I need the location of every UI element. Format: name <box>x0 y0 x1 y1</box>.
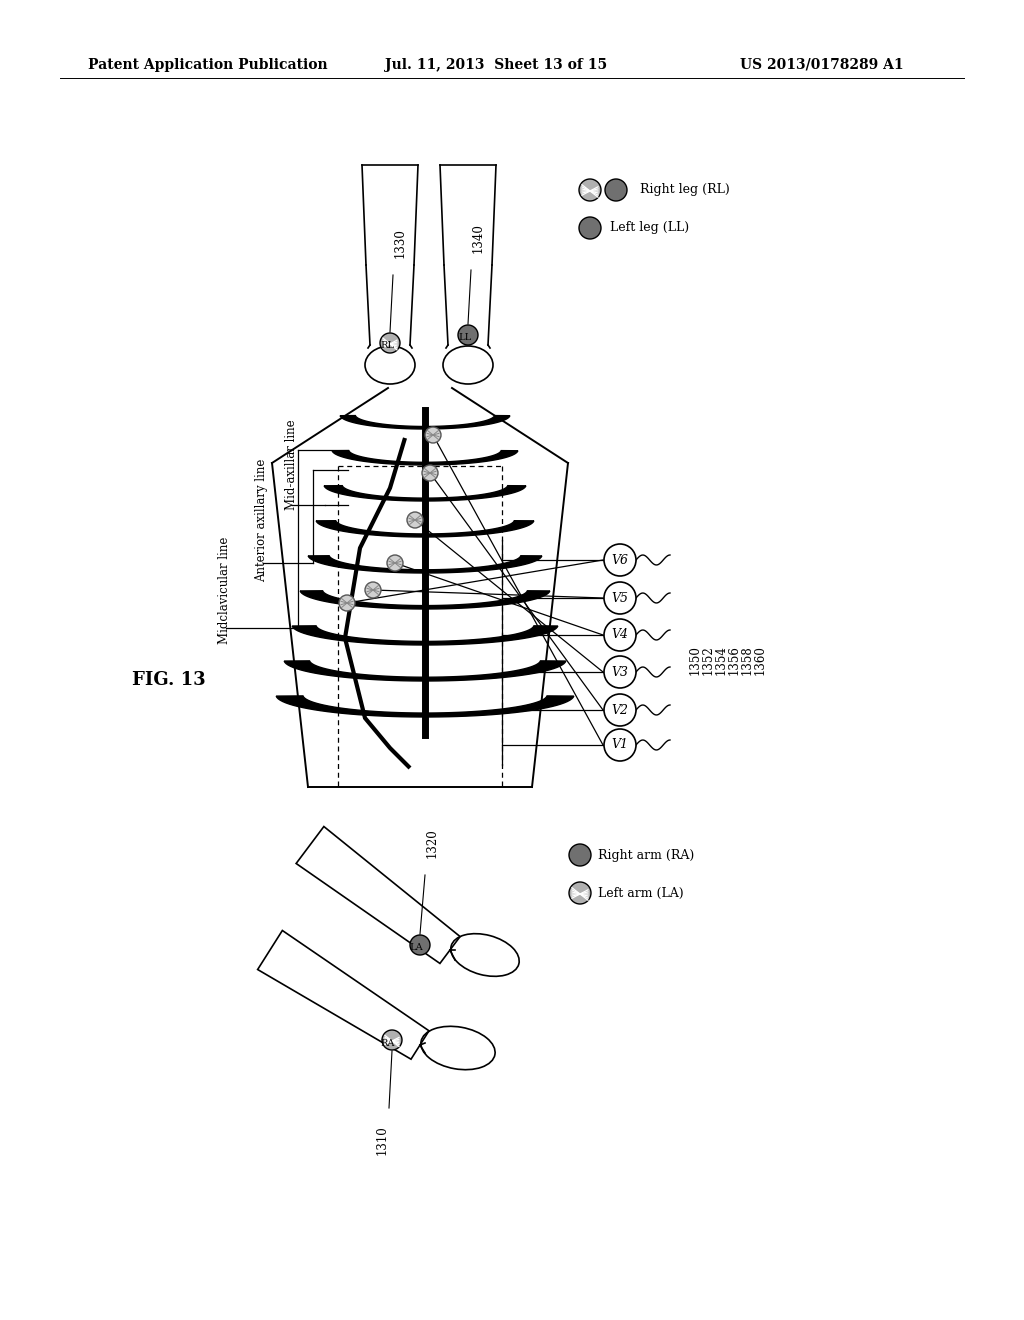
Text: LL: LL <box>459 334 472 342</box>
Text: Mid-axillar line: Mid-axillar line <box>285 420 298 511</box>
Circle shape <box>407 512 423 528</box>
Polygon shape <box>276 696 573 717</box>
Text: V5: V5 <box>611 591 629 605</box>
Text: Patent Application Publication: Patent Application Publication <box>88 58 328 73</box>
Text: US 2013/0178289 A1: US 2013/0178289 A1 <box>740 58 903 73</box>
Text: 1356: 1356 <box>727 645 740 675</box>
Circle shape <box>604 656 636 688</box>
Text: LA: LA <box>410 944 423 953</box>
Polygon shape <box>316 520 534 537</box>
Circle shape <box>382 1030 402 1049</box>
Polygon shape <box>332 450 518 465</box>
Text: V1: V1 <box>611 738 629 751</box>
Circle shape <box>387 554 403 572</box>
Circle shape <box>579 180 601 201</box>
Text: Right arm (RA): Right arm (RA) <box>598 849 694 862</box>
Circle shape <box>579 216 601 239</box>
Circle shape <box>604 729 636 762</box>
Circle shape <box>380 333 400 352</box>
Text: Left arm (LA): Left arm (LA) <box>598 887 684 899</box>
Text: 1354: 1354 <box>715 645 727 675</box>
Text: V3: V3 <box>611 665 629 678</box>
Text: Jul. 11, 2013  Sheet 13 of 15: Jul. 11, 2013 Sheet 13 of 15 <box>385 58 607 73</box>
Text: 1352: 1352 <box>701 645 715 675</box>
Circle shape <box>604 619 636 651</box>
Text: V2: V2 <box>611 704 629 717</box>
Text: RL: RL <box>380 342 394 351</box>
Polygon shape <box>340 416 510 429</box>
Text: 1350: 1350 <box>688 645 701 675</box>
Circle shape <box>604 582 636 614</box>
Circle shape <box>604 544 636 576</box>
Polygon shape <box>308 556 542 573</box>
Text: V4: V4 <box>611 628 629 642</box>
Circle shape <box>339 595 355 611</box>
Text: 1330: 1330 <box>393 228 407 257</box>
Text: RA: RA <box>381 1039 395 1048</box>
Circle shape <box>365 582 381 598</box>
Circle shape <box>410 935 430 954</box>
Polygon shape <box>292 626 558 645</box>
Text: V6: V6 <box>611 553 629 566</box>
Text: Right leg (RL): Right leg (RL) <box>640 183 730 197</box>
Polygon shape <box>300 591 550 609</box>
Polygon shape <box>285 661 566 681</box>
Circle shape <box>569 882 591 904</box>
Circle shape <box>605 180 627 201</box>
Text: Anterior axillary line: Anterior axillary line <box>255 458 268 582</box>
Text: 1340: 1340 <box>471 223 484 253</box>
Circle shape <box>604 694 636 726</box>
Circle shape <box>458 325 478 345</box>
Text: 1320: 1320 <box>426 828 438 858</box>
Text: Left leg (LL): Left leg (LL) <box>610 222 689 235</box>
Polygon shape <box>325 486 526 502</box>
Text: 1310: 1310 <box>376 1125 388 1155</box>
Text: 1360: 1360 <box>754 645 767 675</box>
Circle shape <box>569 843 591 866</box>
Circle shape <box>422 465 438 480</box>
Text: FIG. 13: FIG. 13 <box>132 671 206 689</box>
Text: Midclavicular line: Midclavicular line <box>218 536 231 644</box>
Circle shape <box>425 426 441 444</box>
Text: 1358: 1358 <box>740 645 754 675</box>
